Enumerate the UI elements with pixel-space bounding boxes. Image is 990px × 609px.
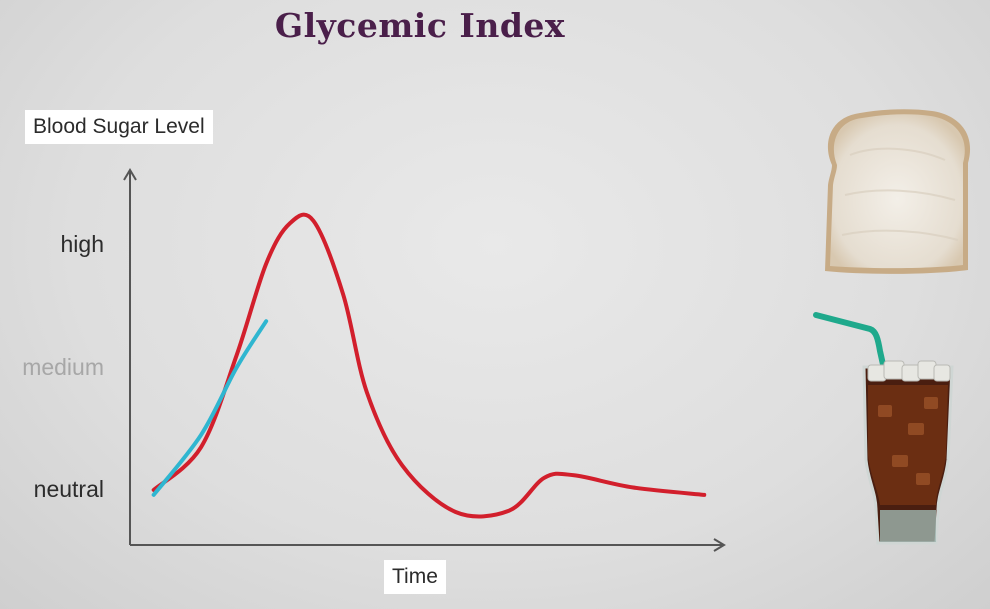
- x-axis: [130, 538, 726, 552]
- cola-glass-icon: [813, 312, 954, 545]
- x-axis-label: Time: [384, 560, 446, 594]
- page-title: Glycemic Index: [274, 6, 566, 45]
- y-axis-label: Blood Sugar Level: [25, 110, 213, 144]
- y-axis: [123, 168, 137, 545]
- y-tick-label-neutral: neutral: [33, 475, 104, 502]
- y-tick-label-medium: medium: [22, 353, 104, 380]
- series-line-0: [151, 212, 707, 519]
- y-tick-label-high: high: [60, 231, 104, 258]
- series-line-1: [151, 319, 269, 497]
- bread-slice-icon: [825, 109, 971, 274]
